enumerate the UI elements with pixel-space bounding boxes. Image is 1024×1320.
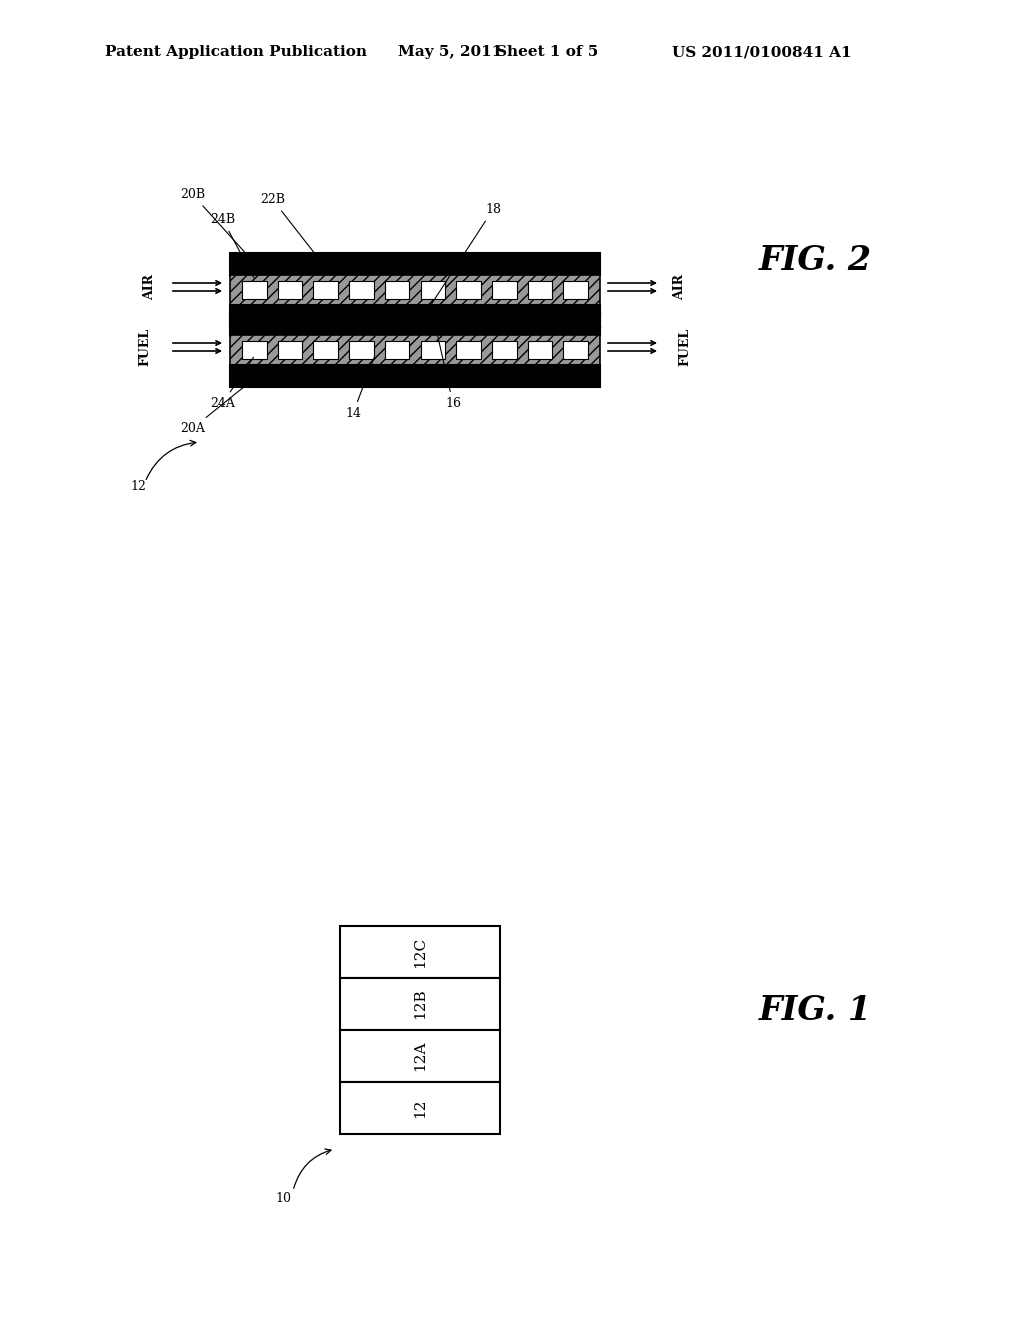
Text: FIG. 1: FIG. 1: [759, 994, 871, 1027]
Bar: [230, 366, 600, 387]
Bar: [563, 281, 588, 300]
Text: 14: 14: [345, 358, 374, 420]
Text: 22B: 22B: [260, 193, 329, 271]
Text: US 2011/0100841 A1: US 2011/0100841 A1: [672, 45, 852, 59]
Bar: [349, 341, 374, 359]
Bar: [278, 341, 302, 359]
Text: Patent Application Publication: Patent Application Publication: [105, 45, 367, 59]
Text: AIR: AIR: [674, 275, 686, 300]
Text: 12: 12: [130, 480, 145, 494]
Text: AIR: AIR: [143, 275, 157, 300]
Bar: [492, 281, 516, 300]
Bar: [313, 281, 338, 300]
Bar: [421, 341, 445, 359]
Bar: [242, 281, 266, 300]
Bar: [230, 275, 600, 305]
Text: Sheet 1 of 5: Sheet 1 of 5: [496, 45, 598, 59]
Bar: [385, 281, 410, 300]
Text: 12A: 12A: [413, 1040, 427, 1072]
Text: 20B: 20B: [180, 187, 248, 256]
Bar: [421, 281, 445, 300]
Text: 24A: 24A: [210, 358, 254, 411]
Bar: [340, 1082, 500, 1134]
Text: May 5, 2011: May 5, 2011: [398, 45, 503, 59]
Bar: [340, 978, 500, 1030]
Text: FIG. 2: FIG. 2: [759, 243, 871, 276]
Bar: [278, 281, 302, 300]
Bar: [457, 281, 481, 300]
Bar: [340, 927, 500, 978]
Text: 12C: 12C: [413, 936, 427, 968]
Text: 10: 10: [275, 1192, 291, 1205]
Text: 12: 12: [413, 1098, 427, 1118]
Text: FUEL: FUEL: [679, 327, 691, 366]
Bar: [340, 1030, 500, 1082]
Text: 18: 18: [427, 203, 501, 312]
Bar: [385, 341, 410, 359]
Bar: [349, 281, 374, 300]
Bar: [313, 341, 338, 359]
Bar: [563, 341, 588, 359]
Bar: [492, 341, 516, 359]
Bar: [527, 341, 552, 359]
Bar: [242, 341, 266, 359]
Text: 24B: 24B: [210, 213, 254, 277]
Bar: [230, 305, 600, 327]
Bar: [457, 341, 481, 359]
Bar: [230, 253, 600, 275]
Text: 16: 16: [435, 327, 461, 411]
Bar: [527, 281, 552, 300]
Text: 12B: 12B: [413, 989, 427, 1019]
Text: FUEL: FUEL: [138, 327, 152, 366]
Bar: [230, 335, 600, 366]
Bar: [230, 313, 600, 335]
Text: 20A: 20A: [180, 384, 248, 436]
